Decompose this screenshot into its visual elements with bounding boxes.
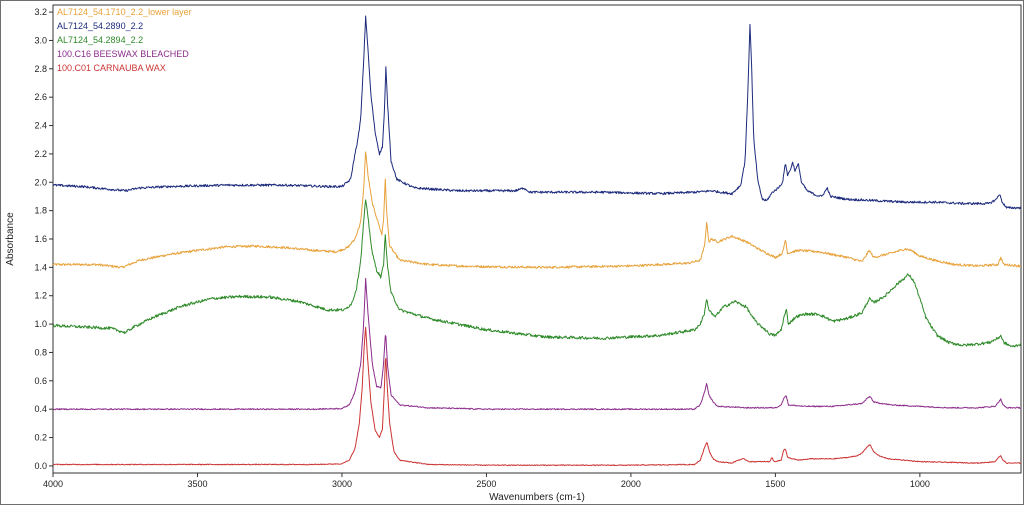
plot-area — [52, 4, 1022, 474]
y-tick-label: 0.8 — [34, 347, 47, 357]
y-tick-label: 3.0 — [34, 35, 47, 45]
y-tick-label: 0.6 — [34, 376, 47, 386]
y-tick-label: 2.0 — [34, 177, 47, 187]
y-tick-label: 1.2 — [34, 291, 47, 301]
series-line-3 — [52, 199, 1022, 348]
series-layer — [52, 15, 1022, 467]
legend-entry-5: 100.C01 CARNAUBA WAX — [57, 63, 166, 73]
y-tick-label: 2.4 — [34, 121, 47, 131]
series-line-2 — [52, 15, 1022, 210]
y-axis-title: Absorbance — [5, 212, 16, 266]
x-axis-title: Wavenumbers (cm-1) — [489, 492, 585, 503]
x-tick-label: 1500 — [765, 479, 785, 489]
x-tick-label: 2000 — [621, 479, 641, 489]
y-tick-label: 0.0 — [34, 461, 47, 471]
y-tick-label: 0.4 — [34, 404, 47, 414]
x-axis: 4000 3500 3000 2500 2000 1500 1000 — [43, 473, 930, 489]
series-line-4 — [52, 277, 1022, 411]
x-tick-label: 1000 — [910, 479, 930, 489]
x-tick-label: 2500 — [476, 479, 496, 489]
legend-entry-3: AL7124_54.2894_2.2 — [57, 35, 143, 45]
y-tick-label: 0.2 — [34, 433, 47, 443]
y-axis: 0.0 0.2 0.4 0.6 0.8 1.0 1.2 1.4 1.6 1.8 2.0 2.2 2.4 2… — [34, 7, 53, 471]
x-tick-label: 3000 — [332, 479, 352, 489]
y-tick-label: 2.2 — [34, 149, 47, 159]
y-tick-label: 1.8 — [34, 206, 47, 216]
y-tick-label: 3.2 — [34, 7, 47, 17]
y-tick-label: 1.4 — [34, 262, 47, 272]
y-tick-label: 2.6 — [34, 92, 47, 102]
series-line-5 — [52, 326, 1022, 467]
x-tick-label: 4000 — [43, 479, 63, 489]
legend-entry-4: 100.C16 BEESWAX BLEACHED — [57, 49, 189, 59]
y-tick-label: 2.8 — [34, 64, 47, 74]
y-tick-label: 1.6 — [34, 234, 47, 244]
y-tick-label: 1.0 — [34, 319, 47, 329]
x-tick-label: 3500 — [187, 479, 207, 489]
legend: AL7124_54.1710_2.2_lower layer AL7124_54.… — [57, 7, 192, 73]
legend-entry-2: AL7124_54.2890_2.2 — [57, 21, 143, 31]
legend-entry-1: AL7124_54.1710_2.2_lower layer — [57, 7, 192, 17]
series-line-1 — [52, 151, 1022, 269]
